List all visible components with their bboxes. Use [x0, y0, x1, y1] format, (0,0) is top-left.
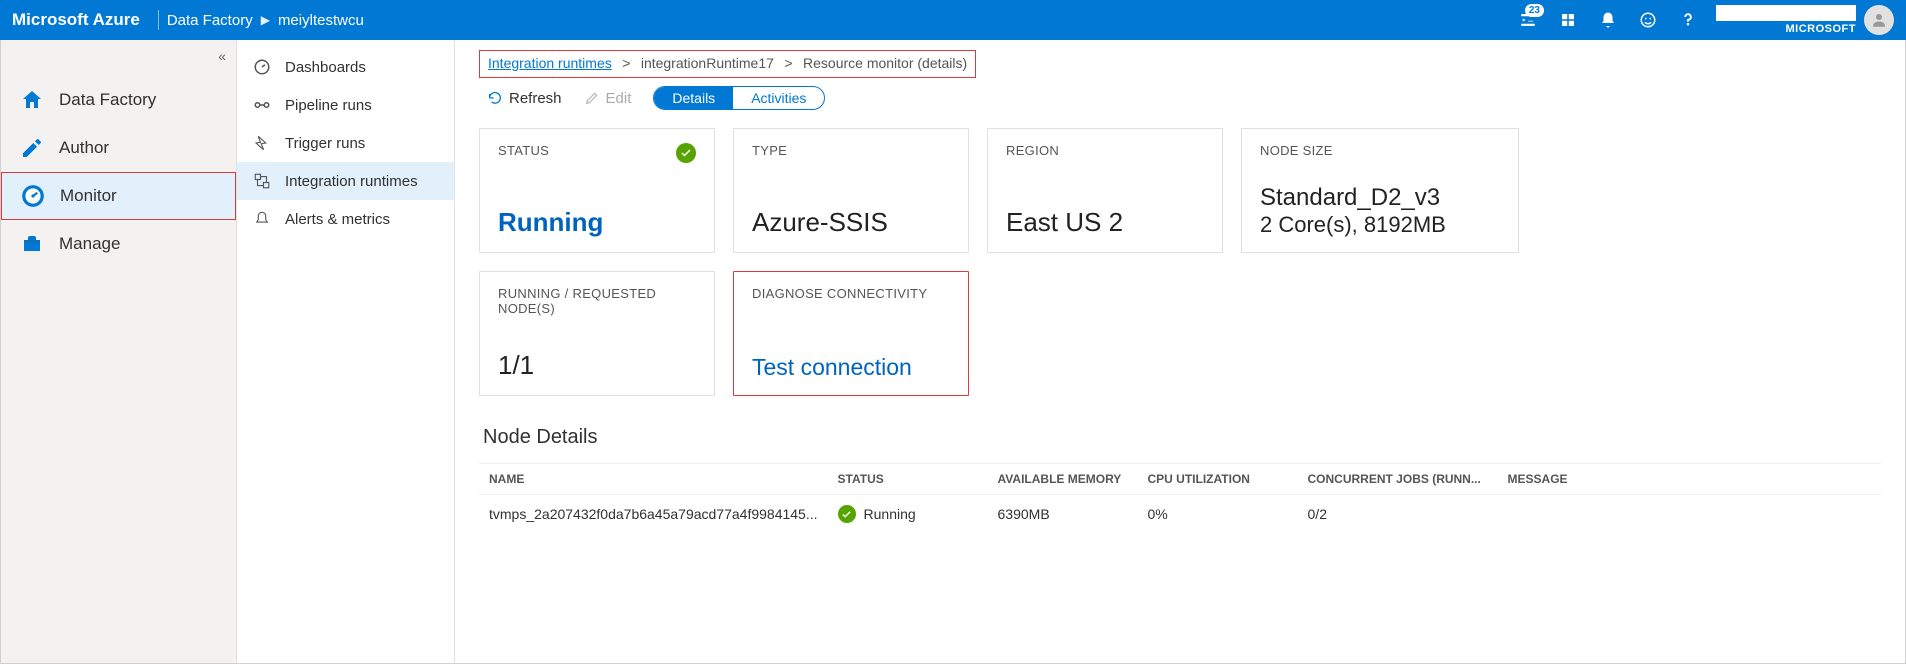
subnav-label: Alerts & metrics	[285, 211, 390, 228]
card-label: REGION	[1006, 143, 1204, 158]
user-email-masked	[1716, 5, 1856, 21]
card-node-size: NODE SIZE Standard_D2_v3 2 Core(s), 8192…	[1241, 128, 1519, 253]
top-bar: Microsoft Azure Data Factory ▶ meiyltest…	[0, 0, 1906, 40]
card-type: TYPE Azure-SSIS	[733, 128, 969, 253]
gauge-icon	[251, 56, 273, 78]
refresh-button[interactable]: Refresh	[487, 90, 562, 107]
breadcrumb-item: integrationRuntime17	[641, 55, 774, 71]
notification-badge: 23	[1525, 4, 1544, 17]
success-icon	[676, 143, 696, 163]
tab-details[interactable]: Details	[654, 87, 733, 109]
subnav-integration-runtimes[interactable]: Integration runtimes	[237, 162, 454, 200]
chevron-right-icon: ▶	[261, 13, 270, 27]
subnav-alerts-metrics[interactable]: Alerts & metrics	[237, 200, 454, 238]
cell-message	[1498, 495, 1881, 534]
content-area: Integration runtimes > integrationRuntim…	[455, 40, 1905, 663]
chevron-right-icon: >	[616, 55, 636, 71]
resource-crumb[interactable]: meiyltestwcu	[270, 12, 372, 29]
test-connection-link[interactable]: Test connection	[752, 354, 950, 381]
col-cpu: CPU UTILIZATION	[1138, 464, 1298, 495]
subnav-label: Trigger runs	[285, 135, 365, 152]
tenant-label: MICROSOFT	[1716, 23, 1856, 36]
type-value: Azure-SSIS	[752, 207, 950, 238]
col-name: NAME	[479, 464, 828, 495]
breadcrumb: Integration runtimes > integrationRuntim…	[479, 50, 976, 78]
cloud-shell-icon[interactable]: 23	[1508, 0, 1548, 40]
cell-memory: 6390MB	[988, 495, 1138, 534]
nav-item-author[interactable]: Author	[1, 124, 236, 172]
primary-nav: « Data Factory Author Monitor Manage	[1, 40, 237, 663]
card-label: DIAGNOSE CONNECTIVITY	[752, 286, 950, 301]
cell-cpu: 0%	[1138, 495, 1298, 534]
notifications-icon[interactable]	[1588, 0, 1628, 40]
tab-activities[interactable]: Activities	[733, 87, 824, 109]
subnav-label: Integration runtimes	[285, 173, 418, 190]
subnav-label: Dashboards	[285, 59, 366, 76]
nav-label: Manage	[59, 234, 120, 254]
refresh-label: Refresh	[509, 90, 562, 107]
breadcrumb-root[interactable]: Integration runtimes	[488, 55, 612, 71]
col-status: STATUS	[828, 464, 988, 495]
toolbar: Refresh Edit Details Activities	[479, 84, 1881, 118]
nav-label: Author	[59, 138, 109, 158]
running-nodes-value: 1/1	[498, 350, 696, 381]
card-region: REGION East US 2	[987, 128, 1223, 253]
cell-name: tvmps_2a207432f0da7b6a45a79acd77a4f99841…	[479, 495, 828, 534]
subnav-trigger-runs[interactable]: Trigger runs	[237, 124, 454, 162]
nav-item-data-factory[interactable]: Data Factory	[1, 76, 236, 124]
trigger-icon	[251, 132, 273, 154]
pencil-icon	[19, 135, 45, 161]
cell-jobs: 0/2	[1298, 495, 1498, 534]
col-jobs: CONCURRENT JOBS (RUNN...	[1298, 464, 1498, 495]
node-details-table: NAME STATUS AVAILABLE MEMORY CPU UTILIZA…	[479, 463, 1881, 533]
nav-label: Data Factory	[59, 90, 156, 110]
section-title-node-details: Node Details	[483, 426, 1881, 449]
subnav-pipeline-runs[interactable]: Pipeline runs	[237, 86, 454, 124]
card-label: RUNNING / REQUESTED NODE(S)	[498, 286, 696, 316]
subnav-dashboards[interactable]: Dashboards	[237, 48, 454, 86]
home-icon	[19, 87, 45, 113]
node-size-value: Standard_D2_v3	[1260, 184, 1500, 212]
chevron-right-icon: >	[778, 55, 798, 71]
view-tabs: Details Activities	[653, 86, 825, 110]
success-icon	[838, 505, 856, 523]
card-label: NODE SIZE	[1260, 143, 1500, 158]
cell-status: Running	[864, 506, 916, 522]
directory-icon[interactable]	[1548, 0, 1588, 40]
nav-label: Monitor	[60, 186, 117, 206]
col-message: MESSAGE	[1498, 464, 1881, 495]
breadcrumb-leaf: Resource monitor (details)	[803, 55, 967, 71]
card-label: STATUS	[498, 143, 549, 158]
collapse-nav-icon[interactable]: «	[218, 48, 226, 64]
pipeline-icon	[251, 94, 273, 116]
node-size-sub: 2 Core(s), 8192MB	[1260, 212, 1500, 238]
edit-label: Edit	[606, 90, 632, 107]
brand-label[interactable]: Microsoft Azure	[12, 10, 159, 30]
nav-item-monitor[interactable]: Monitor	[1, 172, 236, 220]
avatar[interactable]	[1864, 5, 1894, 35]
help-icon[interactable]	[1668, 0, 1708, 40]
region-value: East US 2	[1006, 207, 1204, 238]
account-block[interactable]: MICROSOFT	[1708, 5, 1864, 36]
bell-icon	[251, 208, 273, 230]
card-label: TYPE	[752, 143, 950, 158]
subnav-label: Pipeline runs	[285, 97, 372, 114]
col-memory: AVAILABLE MEMORY	[988, 464, 1138, 495]
nav-item-manage[interactable]: Manage	[1, 220, 236, 268]
status-value[interactable]: Running	[498, 207, 696, 238]
monitor-subnav: Dashboards Pipeline runs Trigger runs In…	[237, 40, 455, 663]
table-row[interactable]: tvmps_2a207432f0da7b6a45a79acd77a4f99841…	[479, 495, 1881, 534]
service-crumb[interactable]: Data Factory	[159, 12, 261, 29]
gauge-icon	[20, 183, 46, 209]
card-running-nodes: RUNNING / REQUESTED NODE(S) 1/1	[479, 271, 715, 396]
integration-icon	[251, 170, 273, 192]
card-diagnose-connectivity: DIAGNOSE CONNECTIVITY Test connection	[733, 271, 969, 396]
feedback-icon[interactable]	[1628, 0, 1668, 40]
card-status: STATUS Running	[479, 128, 715, 253]
edit-button: Edit	[584, 90, 632, 107]
toolbox-icon	[19, 231, 45, 257]
